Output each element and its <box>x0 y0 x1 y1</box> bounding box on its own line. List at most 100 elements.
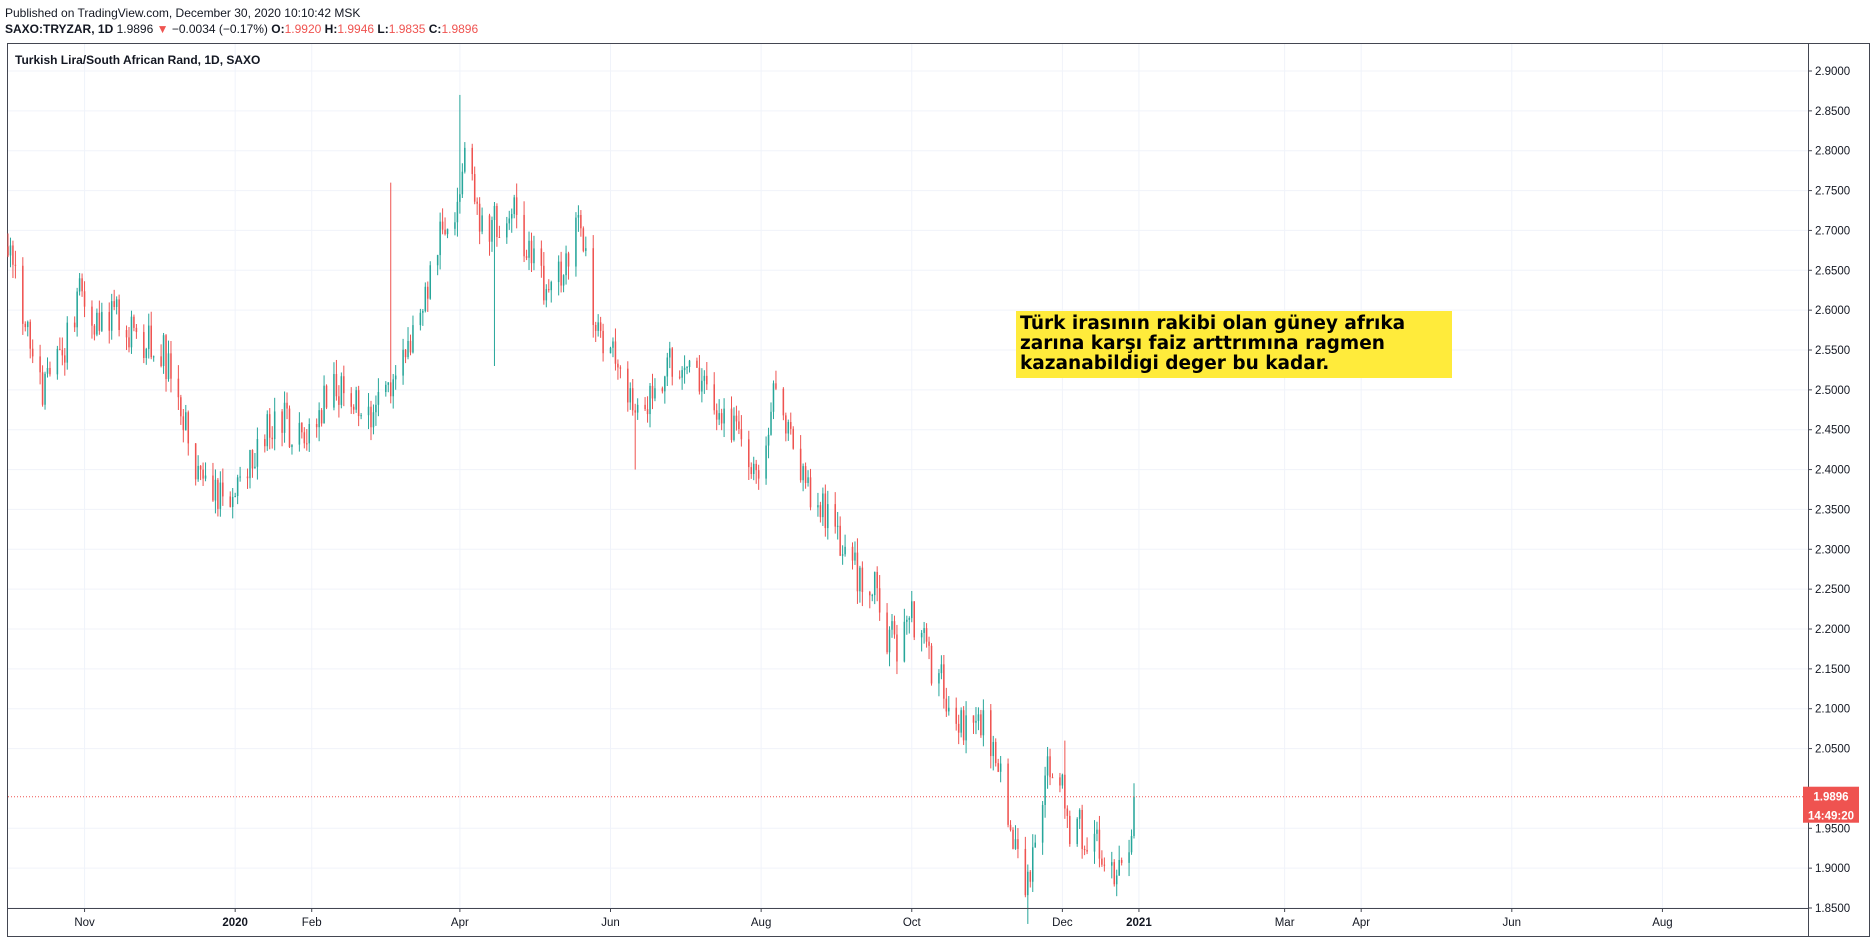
candle <box>960 707 962 738</box>
candle-body <box>807 477 809 483</box>
candle-body <box>1096 829 1098 834</box>
candle-body <box>585 248 587 251</box>
candle-body <box>580 215 582 229</box>
candle <box>703 370 706 394</box>
high-label: H: <box>324 22 338 36</box>
candle-body <box>851 546 854 561</box>
candle <box>264 434 266 453</box>
candle-body <box>350 393 352 407</box>
candle-body <box>938 673 940 684</box>
candle-body <box>792 428 795 449</box>
candle-body <box>180 397 182 417</box>
annotation-note[interactable]: Türk irasının rakibi olan güney afrıka z… <box>1016 311 1452 378</box>
candle-body <box>627 368 629 403</box>
candle <box>923 621 925 644</box>
candle-body <box>197 465 199 480</box>
candle-body <box>182 416 185 431</box>
candle <box>212 462 214 502</box>
candle <box>819 501 822 523</box>
candle <box>130 310 133 354</box>
candle <box>940 655 943 680</box>
candle-body <box>636 404 639 413</box>
candle-body <box>392 379 394 397</box>
candle <box>1113 859 1116 887</box>
candle <box>861 561 864 607</box>
candle <box>841 545 844 565</box>
candle-body <box>528 240 530 258</box>
candle <box>1096 821 1098 842</box>
candle-body <box>343 376 345 394</box>
candle-body <box>681 370 683 378</box>
candle-body <box>617 363 619 368</box>
candle <box>308 418 311 452</box>
candle-body <box>612 341 614 348</box>
candle-body <box>908 618 911 620</box>
candle <box>446 228 449 239</box>
low-value: 1.9835 <box>388 22 426 36</box>
candle-body <box>24 323 27 328</box>
candle-body <box>352 406 355 410</box>
candle-body <box>498 236 501 238</box>
candle-body <box>757 470 760 479</box>
candle <box>965 701 967 754</box>
candle-body <box>407 340 409 358</box>
time-axis[interactable]: Nov 2020 Feb Apr Jun Aug Oct Dec 2021 Mar Apr Jun Au… <box>8 908 1808 929</box>
candle <box>56 345 59 380</box>
candle <box>1041 800 1044 855</box>
candle <box>827 490 829 540</box>
price-axis[interactable]: 2.9000 2.8500 2.8000 2.7500 2.7000 2.6500 2.60… <box>1808 44 1850 936</box>
candle <box>419 308 422 331</box>
candle <box>577 205 580 232</box>
chart-header: Published on TradingView.com, December 3… <box>5 5 478 37</box>
candle <box>145 347 148 365</box>
candle <box>249 449 251 489</box>
candle-body <box>14 264 17 266</box>
candle-body <box>1115 875 1118 885</box>
candle <box>64 348 66 376</box>
candle-body <box>338 396 340 405</box>
candle-body <box>1049 756 1051 778</box>
candle-body <box>385 384 387 392</box>
candle-body <box>824 493 827 529</box>
candle-body <box>804 466 807 483</box>
candle <box>170 340 172 393</box>
candle <box>160 344 162 368</box>
candle-body <box>367 406 370 416</box>
candle-body <box>370 406 372 428</box>
candle <box>135 324 138 339</box>
candle <box>473 166 476 205</box>
candle <box>644 397 646 412</box>
candle-body <box>525 256 528 258</box>
candle <box>335 359 338 401</box>
candle-body <box>1130 835 1133 853</box>
last-price-label: 1.9896 <box>1813 792 1848 804</box>
candle <box>528 231 530 271</box>
candle-body <box>476 201 478 204</box>
candle <box>550 280 553 303</box>
candle <box>1128 839 1130 877</box>
candle-body <box>236 477 239 497</box>
candle <box>246 468 249 489</box>
candle-body <box>387 382 390 385</box>
candle-body <box>320 410 323 424</box>
candle <box>839 516 841 557</box>
candle <box>548 279 550 293</box>
x-tick-label: Apr <box>451 917 469 929</box>
candle <box>955 697 957 731</box>
candle-body <box>644 404 646 410</box>
candle-body <box>26 321 29 328</box>
candle <box>133 314 135 332</box>
candle <box>44 371 46 410</box>
candle-body <box>31 348 34 357</box>
candle <box>323 375 325 424</box>
x-tick-label: Oct <box>903 917 922 929</box>
candle-body <box>545 289 548 301</box>
candle <box>515 183 518 229</box>
candle <box>619 365 622 379</box>
candle <box>1012 827 1014 850</box>
candle-body <box>1014 839 1017 849</box>
candle <box>143 324 145 364</box>
candle <box>31 339 34 364</box>
candle <box>1115 869 1118 897</box>
